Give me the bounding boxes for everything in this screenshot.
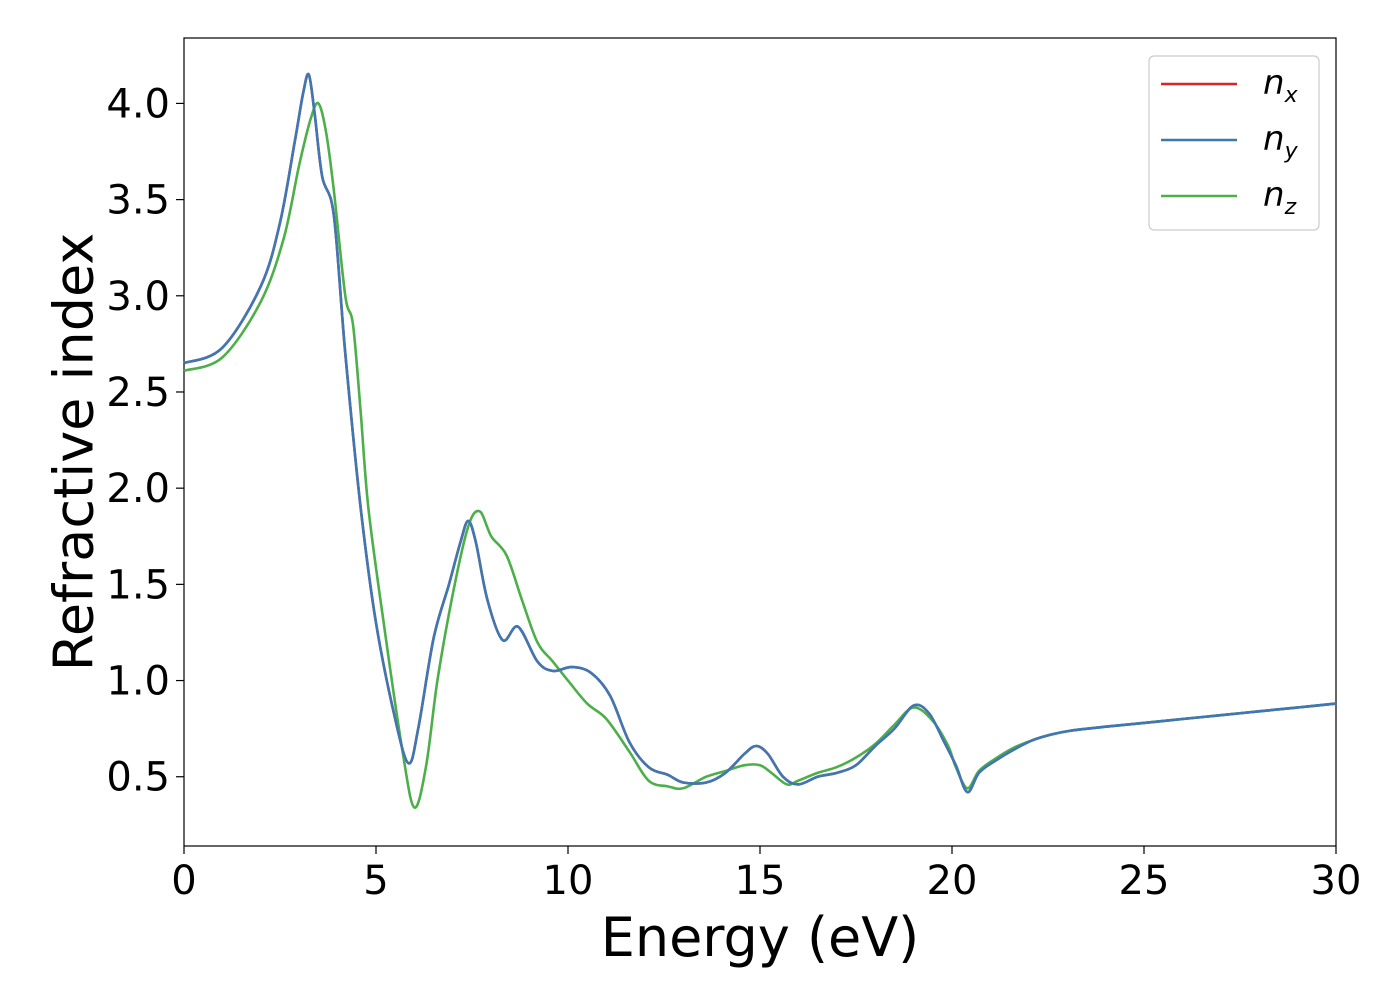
legend-label-ny: ny — [1263, 119, 1299, 164]
y-tick-label: 2.0 — [106, 466, 170, 512]
y-axis-label: Refractive index — [43, 233, 106, 672]
axes-group: 0 5 10 15 20 25 30 0.5 1.0 1.5 2.0 2.5 3.0 3.5 4.0 — [106, 37, 1362, 904]
y-tick-label: 3.0 — [106, 274, 170, 320]
series-line-nz — [183, 101, 1337, 809]
x-tick-label: 0 — [171, 858, 196, 904]
y-tick-label: 1.5 — [106, 562, 170, 608]
x-tick-label: 20 — [927, 858, 978, 904]
legend-box — [1148, 55, 1320, 231]
x-tick-label: 10 — [543, 858, 594, 904]
legend-label-nx: nx — [1263, 63, 1299, 108]
series-group — [183, 72, 1337, 809]
y-tick-label: 2.5 — [106, 370, 170, 416]
x-tick-label: 30 — [1311, 858, 1362, 904]
x-tick-label: 5 — [363, 858, 388, 904]
x-tick-label: 15 — [735, 858, 786, 904]
series-line-ny — [183, 72, 1337, 794]
y-tick-label: 0.5 — [106, 755, 170, 801]
x-axis-label: Energy (eV) — [601, 906, 920, 969]
y-tick-label: 1.0 — [106, 659, 170, 705]
x-tick-label: 25 — [1119, 858, 1170, 904]
y-tick-label: 3.5 — [106, 178, 170, 224]
y-tick-label: 4.0 — [106, 81, 170, 127]
